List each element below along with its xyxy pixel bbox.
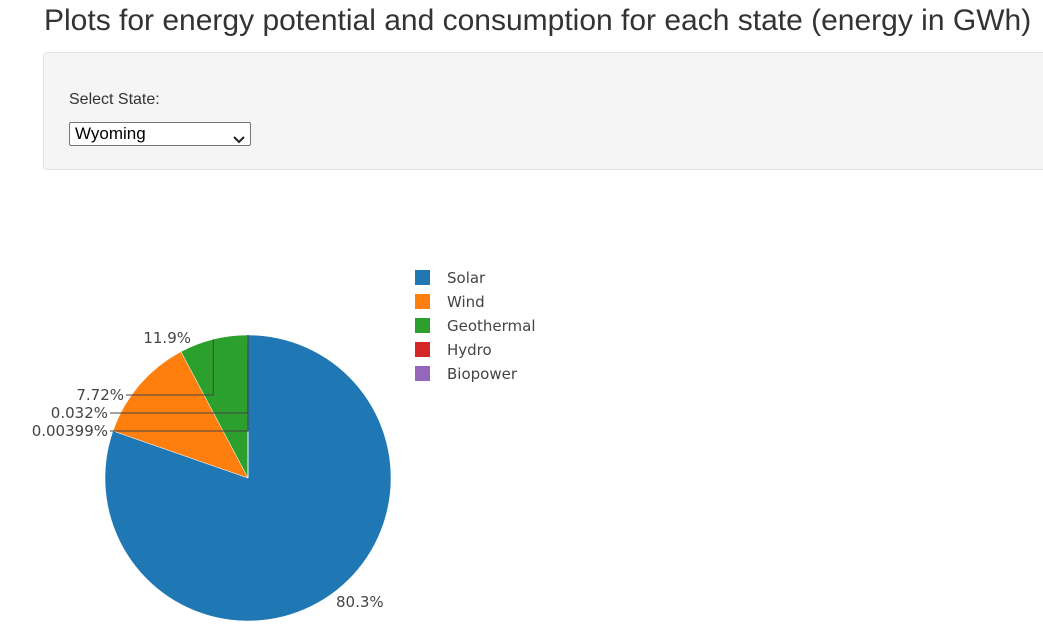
chevron-down-icon	[233, 129, 245, 149]
state-select[interactable]: Wyoming	[69, 122, 251, 146]
state-select-value: Wyoming	[75, 124, 146, 143]
slice-label-geothermal: 7.72%	[76, 386, 124, 404]
leader-line-geothermal	[126, 339, 214, 396]
legend-swatch-biopower[interactable]	[415, 366, 430, 381]
slice-label-solar: 80.3%	[336, 593, 384, 611]
slice-label-hydro: 0.032%	[51, 404, 108, 422]
slice-label-biopower: 0.00399%	[32, 422, 108, 440]
legend-label-geothermal[interactable]: Geothermal	[447, 317, 536, 335]
sidebar-panel: Select State: Wyoming	[43, 52, 1043, 170]
pie-labels: 80.3% 11.9% 7.72%0.032%0.00399%	[32, 329, 384, 611]
page-title: Plots for energy potential and consumpti…	[44, 4, 1032, 37]
select-state-label: Select State:	[69, 91, 160, 108]
legend-label-solar[interactable]: Solar	[447, 269, 486, 287]
pie-leader-lines	[110, 335, 249, 432]
legend-swatch-geothermal[interactable]	[415, 318, 430, 333]
legend-label-wind[interactable]: Wind	[447, 293, 485, 311]
pie-slice-solar[interactable]	[104, 334, 392, 622]
legend-label-hydro[interactable]: Hydro	[447, 341, 492, 359]
legend-swatch-hydro[interactable]	[415, 342, 430, 357]
legend-label-biopower[interactable]: Biopower	[447, 365, 518, 383]
legend-swatch-wind[interactable]	[415, 294, 430, 309]
chart-legend: Solar Wind Geothermal Hydro Biopower	[415, 269, 536, 383]
pie-slice-wind[interactable]	[112, 351, 249, 479]
slice-label-wind: 11.9%	[143, 329, 191, 347]
leader-line-biopower	[110, 335, 249, 432]
legend-swatch-solar[interactable]	[415, 270, 430, 285]
pie-slices	[104, 334, 392, 622]
